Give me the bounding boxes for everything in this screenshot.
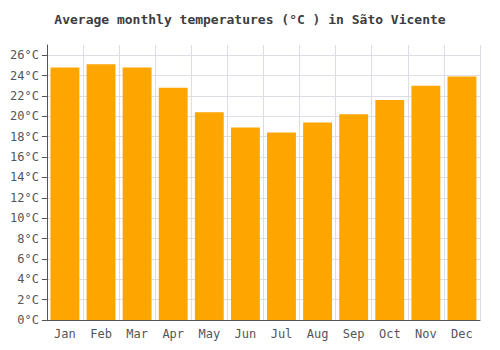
svg-text:8°C: 8°C — [17, 232, 39, 246]
svg-text:Dec: Dec — [451, 327, 473, 341]
svg-text:Jan: Jan — [54, 327, 76, 341]
svg-text:Oct: Oct — [379, 327, 401, 341]
svg-text:22°C: 22°C — [10, 89, 39, 103]
svg-text:Aug: Aug — [307, 327, 329, 341]
svg-text:Apr: Apr — [162, 327, 184, 341]
svg-text:6°C: 6°C — [17, 252, 39, 266]
svg-text:26°C: 26°C — [10, 48, 39, 62]
svg-text:14°C: 14°C — [10, 170, 39, 184]
svg-text:Jul: Jul — [271, 327, 293, 341]
svg-text:10°C: 10°C — [10, 211, 39, 225]
svg-text:Feb: Feb — [90, 327, 112, 341]
svg-text:Sep: Sep — [343, 327, 365, 341]
svg-text:0°C: 0°C — [17, 313, 39, 327]
svg-text:4°C: 4°C — [17, 272, 39, 286]
svg-text:16°C: 16°C — [10, 150, 39, 164]
svg-text:2°C: 2°C — [17, 293, 39, 307]
svg-text:12°C: 12°C — [10, 191, 39, 205]
svg-text:Jun: Jun — [235, 327, 257, 341]
svg-text:May: May — [198, 327, 220, 341]
svg-text:24°C: 24°C — [10, 69, 39, 83]
svg-text:Mar: Mar — [126, 327, 148, 341]
svg-text:20°C: 20°C — [10, 109, 39, 123]
svg-text:18°C: 18°C — [10, 130, 39, 144]
svg-text:Nov: Nov — [415, 327, 437, 341]
svg-text:Average monthly temperatures (: Average monthly temperatures (°C ) in Sã… — [54, 12, 446, 27]
